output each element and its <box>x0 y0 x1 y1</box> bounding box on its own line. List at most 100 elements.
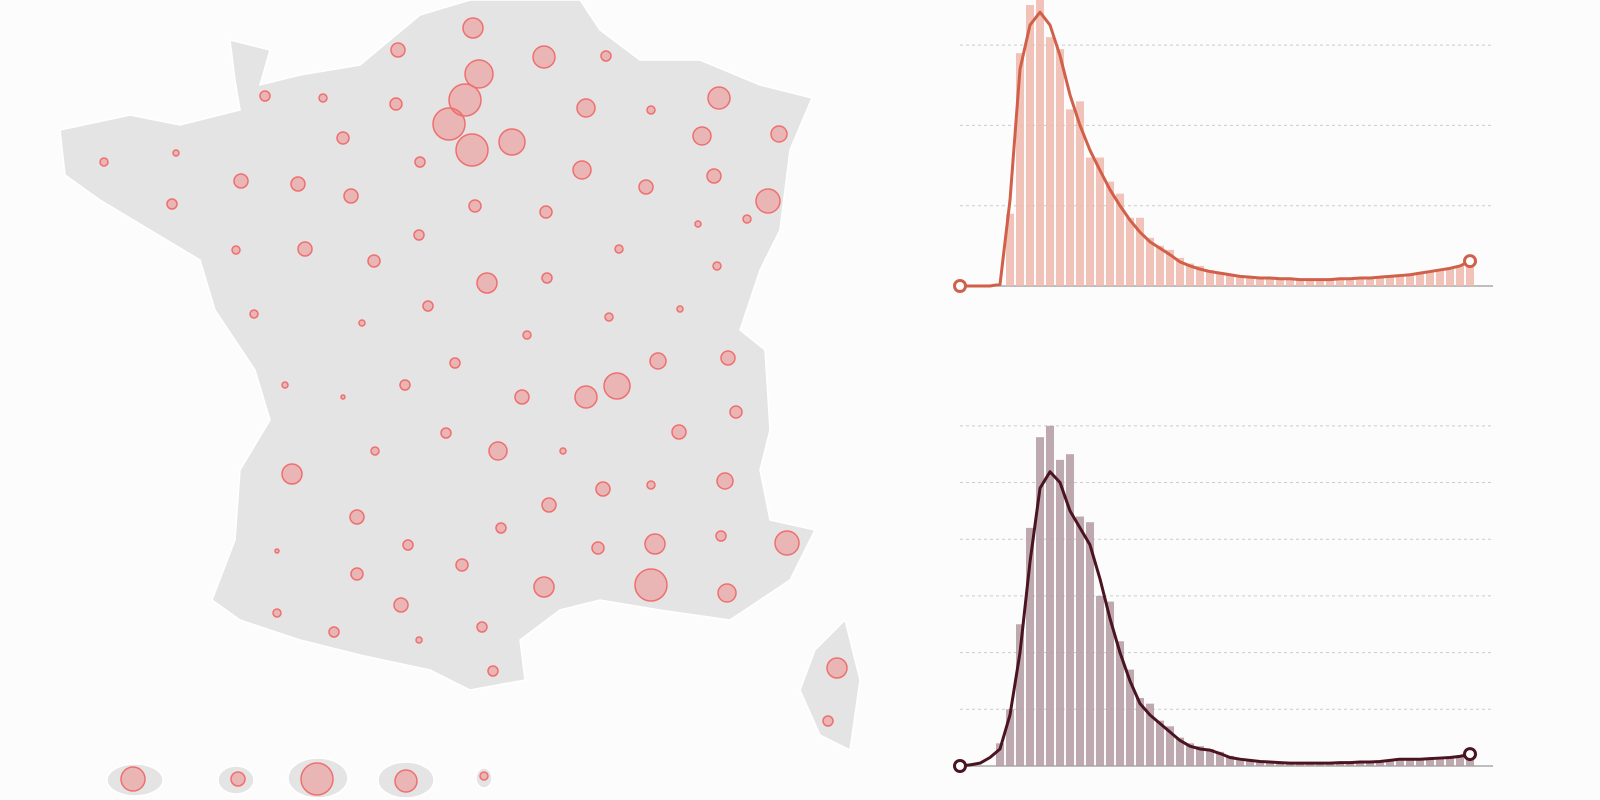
bubble <box>649 352 667 370</box>
bar <box>1386 760 1394 766</box>
bubble <box>274 548 280 554</box>
bubble <box>559 447 567 455</box>
bar <box>1296 279 1304 286</box>
bar <box>1146 237 1154 286</box>
bubble <box>394 769 418 793</box>
bar <box>1376 760 1384 766</box>
bubble <box>462 17 484 39</box>
bubble <box>541 272 553 284</box>
bubble <box>432 107 466 141</box>
bar <box>1136 217 1144 286</box>
bubble <box>393 597 409 613</box>
bubble <box>281 463 303 485</box>
bubble <box>826 657 848 679</box>
bubble <box>464 59 494 89</box>
bar <box>1356 277 1364 286</box>
bar <box>1156 245 1164 286</box>
bar <box>1016 53 1024 286</box>
bar <box>1126 217 1134 286</box>
bubble <box>541 497 557 513</box>
bubble <box>487 665 499 677</box>
bar <box>1026 5 1034 286</box>
bar <box>1426 758 1434 766</box>
bubble <box>343 188 359 204</box>
bubble <box>576 98 596 118</box>
bar <box>996 743 1004 766</box>
bubble <box>774 530 800 556</box>
bar <box>1066 454 1074 766</box>
bubble <box>233 173 249 189</box>
bubble <box>455 558 469 572</box>
bubble <box>600 50 612 62</box>
bar <box>1336 762 1344 766</box>
bubble <box>259 90 271 102</box>
curve <box>960 10 1471 288</box>
bubble <box>614 244 624 254</box>
bar <box>1086 157 1094 286</box>
bar <box>1066 109 1074 286</box>
bubble <box>498 128 526 156</box>
bubble <box>638 179 654 195</box>
bubble <box>717 583 737 603</box>
bubble <box>336 131 350 145</box>
bar <box>1196 746 1204 766</box>
island <box>475 767 493 789</box>
bubble <box>604 312 614 322</box>
bubble <box>676 305 684 313</box>
bar <box>1436 270 1444 286</box>
bar <box>1206 269 1214 286</box>
bar <box>1276 762 1284 766</box>
bubble <box>742 214 752 224</box>
bubble <box>532 45 556 69</box>
bar <box>1246 760 1254 766</box>
bar <box>1446 268 1454 286</box>
bubble <box>370 446 380 456</box>
bubble <box>706 168 722 184</box>
bar <box>1056 459 1064 766</box>
bar <box>1276 278 1284 286</box>
bar <box>1206 748 1214 766</box>
bar <box>1106 601 1114 766</box>
island <box>377 761 435 799</box>
bubble <box>297 241 313 257</box>
bar <box>1006 709 1014 766</box>
bar <box>1166 726 1174 766</box>
bubble <box>349 509 365 525</box>
corsica <box>799 618 861 752</box>
bubble <box>770 125 788 143</box>
island <box>217 765 255 795</box>
bubble <box>249 309 259 319</box>
bar <box>1156 720 1164 766</box>
bubble <box>476 272 498 294</box>
bar <box>1376 277 1384 286</box>
bubble <box>522 330 532 340</box>
bar <box>1286 278 1294 286</box>
end-point <box>953 759 967 773</box>
bubble <box>99 157 109 167</box>
bar <box>1426 272 1434 286</box>
bubble <box>340 394 346 400</box>
bubble <box>414 156 426 168</box>
bubble <box>539 205 553 219</box>
bubble <box>720 350 736 366</box>
bubble <box>449 357 461 369</box>
bubble <box>230 771 246 787</box>
bar <box>1306 279 1314 286</box>
bubble <box>422 300 434 312</box>
bar <box>1146 703 1154 766</box>
bar <box>1446 756 1454 766</box>
bubble <box>514 389 530 405</box>
bar <box>1226 755 1234 766</box>
bar <box>1406 274 1414 286</box>
bar <box>1216 751 1224 766</box>
bubble <box>755 188 781 214</box>
bar <box>1246 276 1254 286</box>
bubble <box>574 385 598 409</box>
bubble <box>671 424 687 440</box>
bubble <box>389 97 403 111</box>
bar <box>1116 193 1124 286</box>
curve <box>959 470 1471 768</box>
bar <box>1196 265 1204 286</box>
bar <box>1046 425 1054 766</box>
bar <box>1326 279 1334 286</box>
